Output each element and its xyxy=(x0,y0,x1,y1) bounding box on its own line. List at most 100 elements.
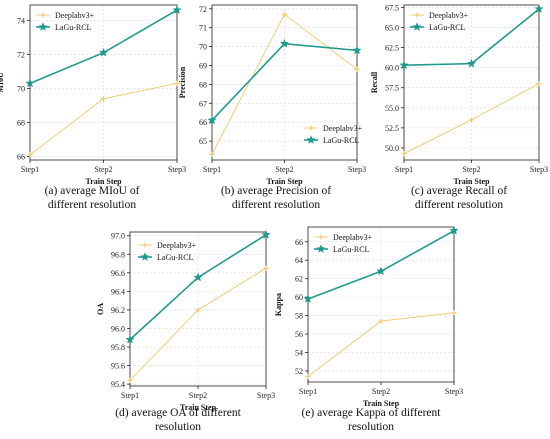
y-tick-label: 65 xyxy=(199,137,207,146)
y-tick-label: 57.5 xyxy=(385,84,399,93)
legend-label: LaGu-RCL xyxy=(55,23,92,32)
y-tick-label: 58 xyxy=(295,312,303,321)
y-tick-label: 72 xyxy=(17,50,25,59)
y-tick-label: 67.5 xyxy=(385,3,399,12)
data-point-plus xyxy=(127,377,133,384)
caption-line: (c) average Recall of xyxy=(410,185,508,197)
x-tick-label: Step1 xyxy=(203,165,221,174)
data-point-star xyxy=(449,225,459,235)
y-tick-label: 56 xyxy=(295,330,303,339)
caption-line: different resolution xyxy=(231,199,321,211)
chart-oa: 95.4 95.6 95.8 96.0 96.2 96.4 96.6 96.8 97.0 Step… xyxy=(96,229,275,412)
chart-panel-precision: 65 66 67 68 69 70 71 72 Step1 Step2 Step3 Train Ste… xyxy=(178,0,368,220)
y-axis-title: Kappa xyxy=(274,293,283,316)
grid xyxy=(307,227,455,382)
x-axis-title: Train Step xyxy=(453,177,490,186)
y-tick-label: 71 xyxy=(199,24,207,33)
y-tick-label: 95.4 xyxy=(111,380,125,389)
data-point-plus xyxy=(318,234,324,240)
data-point-plus xyxy=(142,242,148,248)
data-point-star xyxy=(279,38,290,48)
y-tick-label: 68 xyxy=(17,119,25,128)
legend-label: Deeplabv3+ xyxy=(55,11,95,20)
data-point-plus xyxy=(27,152,33,158)
y-tick-label: 69 xyxy=(199,61,207,70)
x-tick-label: Step3 xyxy=(348,165,366,174)
caption-line: (b) average Precision of xyxy=(220,185,332,197)
y-tick-label: 96.2 xyxy=(111,306,125,315)
data-point-plus xyxy=(414,12,420,18)
legend-label: Deeplabv3+ xyxy=(157,241,197,250)
y-tick-label: 74 xyxy=(17,16,25,25)
x-tick-label: Step2 xyxy=(372,387,390,396)
data-point-star xyxy=(534,4,544,13)
y-tick-label: 65.0 xyxy=(385,23,399,32)
data-point-star xyxy=(38,22,48,31)
y-tick-label: 66 xyxy=(295,238,303,247)
data-point-star xyxy=(352,45,362,55)
y-tick-label: 96.6 xyxy=(111,269,125,278)
x-tick-label: Step2 xyxy=(94,165,112,174)
data-point-plus xyxy=(305,373,311,380)
chart-panel-kappa: 52 54 56 58 60 62 64 66 Step1 Step2 Step3 Train Ste… xyxy=(274,222,466,439)
y-tick-label: 72 xyxy=(199,5,207,14)
caption-precision: (b) average Precision of different resol… xyxy=(184,184,368,212)
legend-label: LaGu-RCL xyxy=(323,136,360,145)
legend-label: Deeplabv3+ xyxy=(323,124,363,133)
x-tick-label: Step1 xyxy=(299,387,317,396)
y-tick-label: 70 xyxy=(17,84,25,93)
y-tick-label: 60 xyxy=(295,293,303,302)
caption-line: (a) average MIoU of xyxy=(44,185,140,197)
data-point-plus xyxy=(536,81,542,87)
caption-line: (d) average OA of different xyxy=(115,407,241,419)
data-point-star xyxy=(193,272,203,282)
legend: Deeplabv3+ LaGu-RCL xyxy=(304,124,363,145)
y-tick-label: 62.5 xyxy=(385,44,399,53)
grid xyxy=(403,5,540,160)
x-axis-title: Train Step xyxy=(363,399,400,408)
data-point-star xyxy=(25,78,35,88)
y-tick-label: 66 xyxy=(199,118,207,127)
caption-recall: (c) average Recall of different resoluti… xyxy=(368,184,550,212)
data-point-plus xyxy=(308,125,314,131)
y-tick-label: 96.8 xyxy=(111,250,125,259)
x-tick-label: Step2 xyxy=(275,165,293,174)
x-tick-label: Step1 xyxy=(121,391,139,400)
x-tick-label: Step1 xyxy=(21,165,39,174)
y-axis-title: Precision xyxy=(178,66,187,98)
y-tick-label: 64 xyxy=(295,256,303,265)
y-tick-label: 55.0 xyxy=(385,104,399,113)
data-point-plus xyxy=(281,11,288,18)
y-tick-label: 50.0 xyxy=(385,144,399,153)
data-point-plus xyxy=(100,96,107,102)
y-axis-title: Recall xyxy=(370,71,379,93)
caption-line: resolution xyxy=(348,421,394,433)
x-axis-title: Train Step xyxy=(266,177,303,186)
data-point-star xyxy=(412,22,422,31)
caption-line: (e) average Kappa of different xyxy=(301,407,441,419)
chart-miou: 66 68 70 72 74 Step1 Step2 Step3 Train Step MIoU D… xyxy=(0,4,186,186)
data-point-plus xyxy=(401,150,407,157)
data-point-star xyxy=(376,266,386,276)
legend-label: Deeplabv3+ xyxy=(333,233,373,242)
x-tick-label: Step1 xyxy=(395,165,413,174)
y-tick-label: 95.8 xyxy=(111,343,125,352)
data-point-star xyxy=(316,244,326,253)
data-point-star xyxy=(125,334,135,344)
y-tick-label: 62 xyxy=(295,275,303,284)
y-tick-label: 97.0 xyxy=(111,232,125,241)
legend: Deeplabv3+ LaGu-RCL xyxy=(314,233,373,254)
caption-line: different resolution xyxy=(47,199,137,211)
data-point-plus xyxy=(40,12,46,18)
legend: Deeplabv3+ LaGu-RCL xyxy=(36,11,95,32)
y-tick-label: 95.6 xyxy=(111,362,125,371)
legend-label: LaGu-RCL xyxy=(429,23,466,32)
caption-line: different resolution xyxy=(414,199,504,211)
x-axis-title: Train Step xyxy=(85,177,122,186)
data-point-star xyxy=(261,229,271,239)
x-tick-label: Step3 xyxy=(168,165,186,174)
x-tick-label: Step2 xyxy=(189,391,207,400)
y-tick-label: 52 xyxy=(295,367,303,376)
y-tick-label: 68 xyxy=(199,80,207,89)
data-point-plus xyxy=(378,318,384,324)
